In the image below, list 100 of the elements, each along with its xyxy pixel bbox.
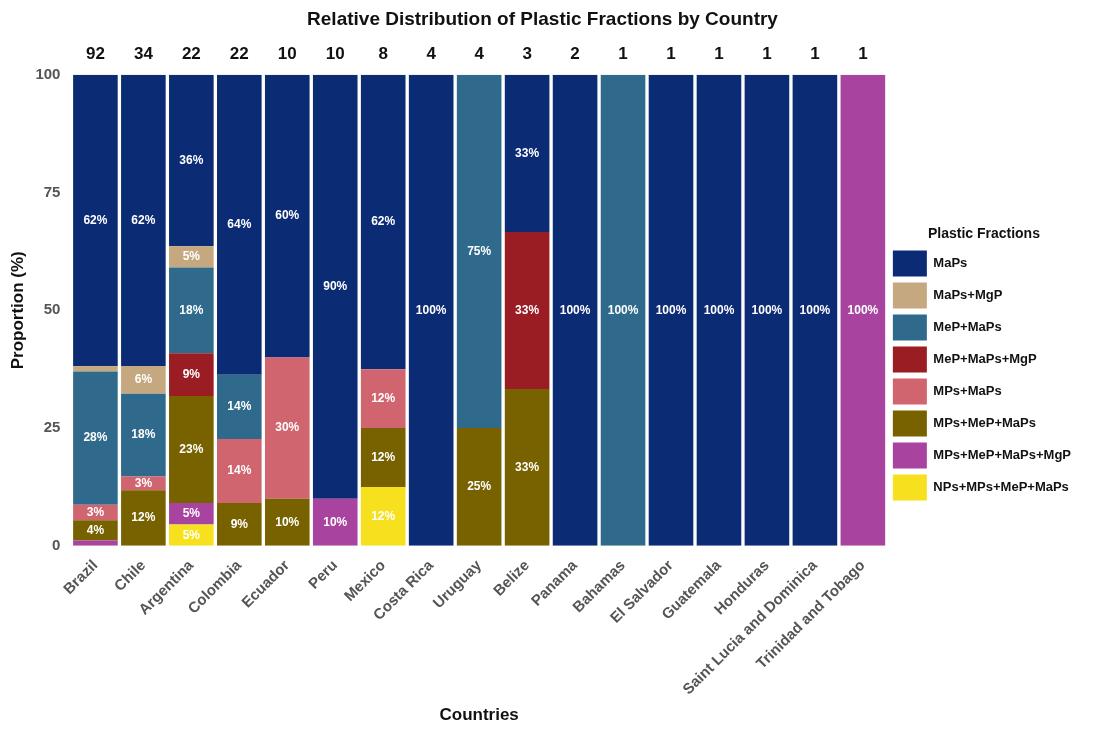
bar: [73, 371, 118, 505]
bar: [217, 374, 262, 439]
data-label: 18%: [179, 302, 204, 317]
bar: [169, 74, 214, 247]
annotation: 1: [618, 43, 628, 63]
data-label: 23%: [179, 441, 204, 456]
legend-label: MPs+MeP+MaPs+MgP: [933, 446, 1072, 462]
data-label: 18%: [131, 427, 156, 442]
y-axis-title: Proportion (%): [7, 251, 27, 370]
bar: [648, 74, 694, 546]
data-label: 64%: [227, 217, 252, 232]
data-label: 100%: [607, 302, 639, 317]
annotation: 22: [181, 43, 201, 63]
annotation: 1: [762, 43, 772, 63]
annotation: 34: [133, 43, 154, 63]
legend-label: MaPs+MgP: [933, 286, 1003, 302]
annotation: 10: [325, 43, 345, 63]
legend-label: MPs+MeP+MaPs: [933, 414, 1036, 430]
bar: [312, 74, 358, 499]
data-label: 9%: [182, 366, 201, 381]
data-label: 100%: [703, 302, 735, 317]
data-label: 14%: [227, 463, 252, 478]
bar: [217, 438, 262, 503]
annotation: 4: [474, 43, 485, 63]
data-label: 100%: [559, 302, 591, 317]
data-label: 33%: [515, 145, 540, 160]
legend-label: NPs+MPs+MeP+MaPs: [933, 478, 1069, 494]
annotation: 22: [229, 43, 249, 63]
data-label: 62%: [131, 212, 156, 227]
data-label: 36%: [179, 152, 204, 167]
bar: [312, 498, 358, 546]
annotation: 3: [522, 43, 532, 63]
bar: [169, 353, 214, 397]
bar: [600, 74, 646, 546]
bar: [169, 267, 214, 354]
data-label: 33%: [515, 302, 540, 317]
data-label: 25%: [467, 479, 492, 494]
data-label: 5%: [182, 527, 201, 542]
bar: [121, 74, 166, 366]
data-label: 12%: [371, 449, 396, 464]
data-label: 14%: [227, 399, 252, 414]
data-label: 12%: [371, 390, 396, 405]
data-label: 12%: [371, 508, 396, 523]
annotation: 2: [570, 43, 580, 63]
annotation: 10: [277, 43, 297, 63]
legend-label: MeP+MaPs+MgP: [933, 350, 1038, 366]
data-label: 6%: [134, 372, 153, 387]
bar: [360, 428, 406, 487]
data-label: 90%: [323, 279, 348, 294]
annotation: 1: [666, 43, 676, 63]
bar: [217, 502, 262, 546]
bar: [73, 366, 118, 372]
bar: [264, 357, 310, 499]
bar: [121, 393, 166, 477]
data-label: 5%: [182, 249, 201, 264]
y-tick-label: 50: [43, 300, 61, 318]
bar: [169, 502, 214, 525]
bar: [456, 428, 502, 546]
bar: [696, 74, 742, 546]
bar: [121, 490, 166, 546]
legend-label: MeP+MaPs: [933, 318, 1002, 334]
data-label: 10%: [323, 514, 348, 529]
data-label: 3%: [134, 475, 153, 490]
data-label: 3%: [86, 504, 105, 519]
annotation: 1: [858, 43, 868, 63]
bar: [169, 396, 214, 503]
bar: [552, 74, 598, 546]
data-label: 33%: [515, 459, 540, 474]
data-label: 12%: [131, 510, 156, 525]
annotation: 4: [426, 43, 437, 63]
x-axis-title: Countries: [439, 705, 519, 725]
legend-title: Plastic Fractions: [927, 225, 1041, 242]
annotation: 92: [85, 43, 105, 63]
data-label: 9%: [230, 516, 249, 531]
data-label: 100%: [655, 302, 687, 317]
data-label: 28%: [83, 430, 108, 445]
data-label: 62%: [371, 214, 396, 229]
bar: [456, 74, 502, 429]
bar: [264, 74, 310, 358]
data-label: 75%: [467, 243, 492, 258]
data-label: 10%: [275, 514, 300, 529]
legend-label: MaPs: [933, 254, 968, 270]
bar: [840, 74, 886, 546]
data-label: 62%: [83, 212, 108, 227]
bar: [360, 369, 406, 429]
y-tick-label: 0: [52, 535, 61, 553]
data-label: 60%: [275, 208, 300, 223]
chart-title: Relative Distribution of Plastic Fractions by Country: [307, 7, 779, 29]
data-label: 100%: [415, 302, 447, 317]
bar: [360, 74, 406, 370]
bar: [792, 74, 838, 546]
bar: [73, 74, 118, 367]
bar: [73, 520, 118, 541]
data-label: 5%: [182, 506, 201, 521]
annotation: 1: [714, 43, 724, 63]
data-label: 30%: [275, 420, 300, 435]
data-label: 100%: [751, 302, 783, 317]
bar: [360, 486, 406, 546]
data-label: 100%: [799, 302, 831, 317]
bar: [744, 74, 790, 546]
